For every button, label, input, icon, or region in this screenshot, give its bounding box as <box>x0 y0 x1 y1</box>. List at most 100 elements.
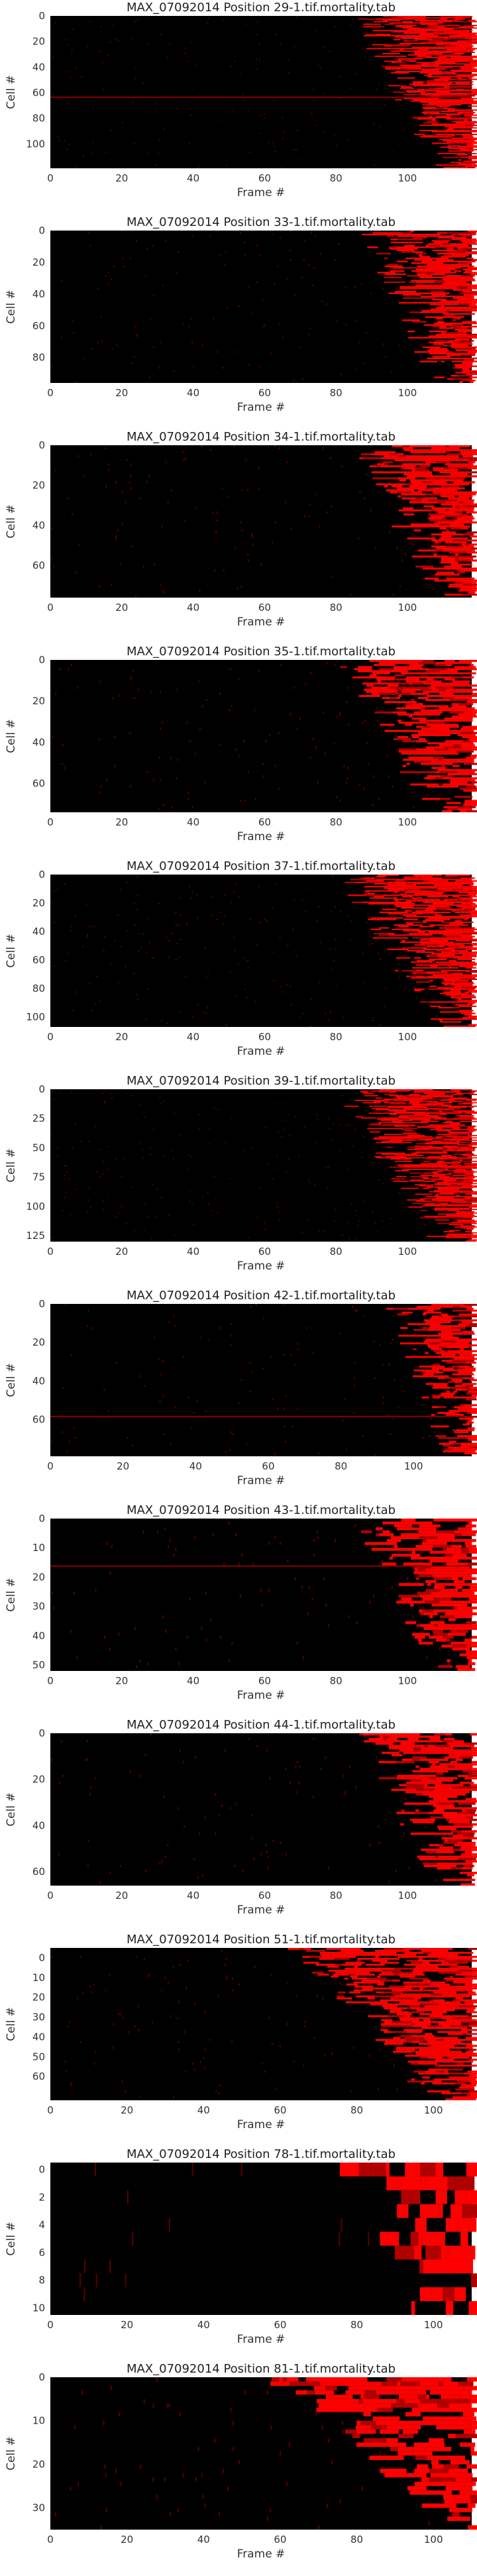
heat-cell <box>466 1167 477 1169</box>
heat-cell <box>66 149 68 150</box>
heat-cell <box>153 563 155 566</box>
heat-cell <box>204 1011 206 1013</box>
heat-cell <box>54 965 56 967</box>
heat-cell <box>462 1538 476 1542</box>
heat-cell <box>439 1177 443 1179</box>
heat-cell <box>425 1562 429 1566</box>
heat-cell <box>429 1615 433 1619</box>
heat-cell <box>393 738 411 741</box>
heat-cell <box>439 260 451 262</box>
heat-cell <box>462 459 470 462</box>
heat-cell <box>418 1574 433 1578</box>
heat-cell <box>374 917 389 919</box>
heat-cell <box>362 722 364 724</box>
heat-cell <box>420 101 439 103</box>
heat-cell <box>436 44 444 46</box>
heat-cell <box>405 660 413 663</box>
heat-cell <box>468 86 472 88</box>
heat-cell <box>72 319 74 321</box>
heat-cell <box>415 1218 417 1220</box>
heat-cell <box>386 1737 391 1741</box>
heat-cell <box>335 1951 343 1954</box>
heatmap-svg: MAX_07092014 Position 37-1.tif.mortality… <box>5 859 477 1058</box>
heat-cell <box>69 1213 71 1215</box>
heat-cell <box>399 345 401 347</box>
heat-cell <box>419 1001 431 1003</box>
heat-cell <box>109 1872 111 1874</box>
heat-cell <box>459 1137 464 1139</box>
heat-cell <box>442 1204 456 1206</box>
heat-cell <box>441 555 448 558</box>
heat-cell <box>437 46 455 48</box>
heat-cell <box>443 1231 447 1232</box>
heat-cell <box>435 1434 443 1437</box>
heat-cell <box>295 1791 297 1794</box>
heat-cell <box>279 1212 281 1214</box>
heat-cell <box>427 264 441 266</box>
heat-cell <box>409 900 417 902</box>
heat-cell <box>398 477 416 480</box>
heat-cell <box>469 1519 477 1522</box>
heat-cell <box>422 898 429 900</box>
heat-cell <box>443 1369 447 1371</box>
heat-cell <box>398 1583 413 1586</box>
heat-cell <box>445 25 460 27</box>
heat-cell <box>411 280 425 282</box>
heat-cell <box>436 902 454 905</box>
heat-cell <box>358 666 372 669</box>
heat-cell <box>433 130 438 131</box>
heat-cell <box>452 765 460 767</box>
heat-cell <box>288 1114 290 1115</box>
heat-cell <box>129 481 131 484</box>
heat-cell <box>458 660 470 663</box>
heat-cell <box>466 947 477 949</box>
heat-cell <box>407 1146 422 1148</box>
y-tick-label: 40 <box>32 61 45 73</box>
heat-cell <box>201 1627 203 1631</box>
heat-cell <box>460 507 474 510</box>
heat-cell <box>207 1012 209 1014</box>
heat-cell <box>263 1167 265 1169</box>
heat-cell <box>378 1179 380 1181</box>
heat-cell <box>466 579 477 582</box>
heat-cell <box>464 70 477 72</box>
heat-cell <box>382 288 384 290</box>
heat-cell <box>267 1867 269 1870</box>
heat-cell <box>334 1948 346 1950</box>
heat-cell <box>466 785 477 788</box>
heat-cell <box>466 715 477 718</box>
heat-cell <box>351 1305 353 1308</box>
heat-cell <box>428 40 443 42</box>
heat-cell <box>382 461 394 464</box>
y-axis-label: Cell # <box>5 1578 18 1611</box>
heat-cell <box>466 1621 477 1625</box>
heat-cell <box>456 886 464 888</box>
heat-cell <box>441 1354 456 1356</box>
heat-cell <box>433 235 437 237</box>
heat-cell <box>394 911 408 914</box>
heat-cell <box>176 108 178 110</box>
heat-cell <box>464 141 477 143</box>
heat-cell <box>395 1869 397 1872</box>
heat-cell <box>174 1406 176 1409</box>
heat-cell <box>448 465 462 468</box>
heat-cell <box>52 901 54 903</box>
heat-cell <box>411 1203 427 1205</box>
heat-cell <box>423 122 438 124</box>
heat-cell <box>401 1597 412 1601</box>
heat-cell <box>361 879 376 881</box>
heat-cell <box>417 265 435 268</box>
heat-cell <box>452 117 470 119</box>
heat-cell <box>167 1844 169 1847</box>
heat-cell <box>431 1175 436 1177</box>
heat-cell <box>452 1554 467 1557</box>
heat-cell <box>388 684 399 687</box>
heat-cell <box>394 1152 398 1154</box>
heat-cell <box>452 505 456 508</box>
heat-cell <box>465 736 477 739</box>
heat-cell <box>431 123 450 125</box>
heat-cell <box>431 66 439 68</box>
heat-cell <box>110 1093 112 1095</box>
heat-cell <box>419 276 434 278</box>
heat-cell <box>459 1224 464 1226</box>
